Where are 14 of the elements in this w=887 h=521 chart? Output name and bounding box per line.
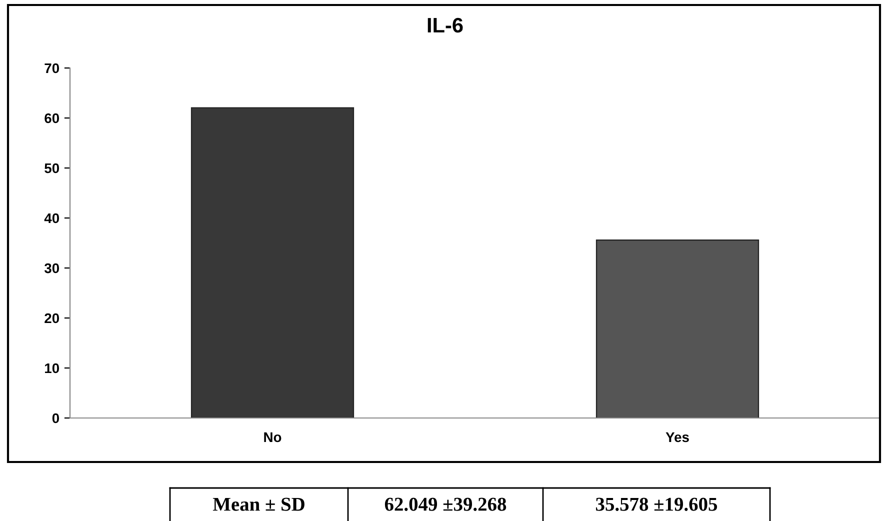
chart-title: IL-6 [428,18,463,33]
y-tick-label: 10 [45,363,60,374]
y-tick-label: 0 [52,413,60,424]
y-tick-label: 60 [44,113,60,124]
x-tick-label: Yes [666,432,689,442]
x-tick-label: No [264,432,282,442]
y-tick-label: 40 [44,213,60,224]
data-label: 62.049 ±39.268 [384,498,506,511]
data-label: 35.578 ±19.605 [596,498,718,511]
text: Mean ± SD [212,498,304,511]
y-tick-label: 70 [44,63,60,74]
y-tick-label: 30 [44,263,60,274]
y-tick-label: 50 [44,163,60,174]
y-tick-label: 20 [44,313,60,324]
